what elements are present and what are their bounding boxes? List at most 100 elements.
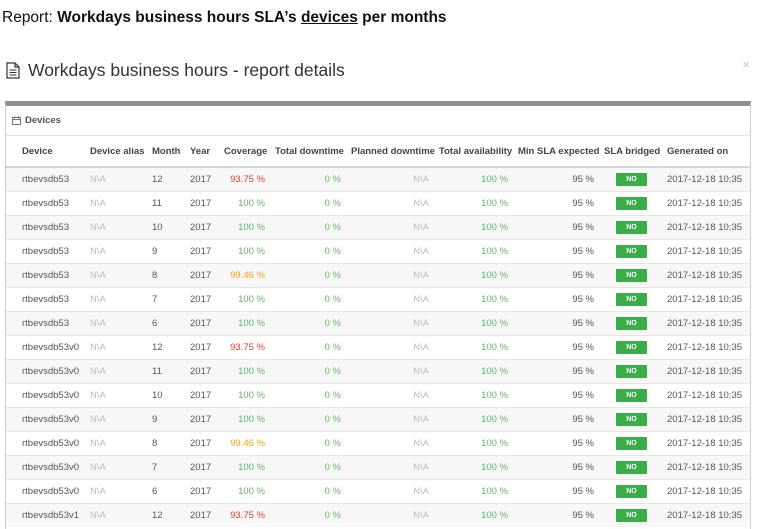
cell-device: rtbevsdb53v0 bbox=[6, 454, 90, 479]
cell-generated-on: 2017-12-18 10:35 bbox=[667, 502, 750, 527]
cell-total-availability: 100 % bbox=[439, 214, 518, 239]
cell-min-sla-expected: 95 % bbox=[518, 286, 604, 311]
cell-device-alias: N\A bbox=[90, 430, 152, 455]
cell-sla-bridged: NO bbox=[604, 406, 667, 431]
report-header-title-part1: Workdays business hours SLA’s bbox=[57, 9, 297, 26]
table-row[interactable]: rtbevsdb53 N\A 10 2017 100 % 0 % N\A 100 % 95 % N… bbox=[6, 214, 750, 239]
cell-min-sla-expected: 95 % bbox=[518, 262, 604, 287]
cell-sla-bridged: NO bbox=[604, 190, 667, 215]
table-header-row: Device Device alias Month Year Coverage … bbox=[6, 136, 750, 168]
cell-total-downtime: 0 % bbox=[275, 430, 351, 455]
cell-planned-downtime: N\A bbox=[351, 334, 439, 359]
table-row[interactable]: rtbevsdb53 N\A 11 2017 100 % 0 % N\A 100 % 95 % N… bbox=[6, 190, 750, 215]
cell-device-alias: N\A bbox=[90, 310, 152, 335]
cell-device: rtbevsdb53 bbox=[6, 286, 90, 311]
close-icon[interactable]: × bbox=[742, 57, 750, 72]
cell-generated-on: 2017-12-18 10:35 bbox=[667, 214, 750, 239]
col-total-availability[interactable]: Total availability bbox=[439, 136, 518, 168]
sla-bridged-badge: NO bbox=[616, 196, 647, 210]
cell-device-alias: N\A bbox=[90, 358, 152, 383]
cell-coverage: 100 % bbox=[224, 190, 275, 215]
cell-month: 12 bbox=[152, 502, 190, 527]
cell-total-availability: 100 % bbox=[439, 358, 518, 383]
cell-total-availability: 100 % bbox=[439, 382, 518, 407]
cell-year: 2017 bbox=[190, 454, 224, 479]
sla-bridged-badge: NO bbox=[616, 292, 647, 306]
col-sla-bridged[interactable]: SLA bridged bbox=[604, 136, 667, 168]
cell-sla-bridged: NO bbox=[604, 214, 667, 239]
col-coverage[interactable]: Coverage bbox=[224, 136, 275, 168]
cell-month: 8 bbox=[152, 262, 190, 287]
cell-month: 10 bbox=[152, 214, 190, 239]
cell-coverage: 93.75 % bbox=[224, 502, 275, 527]
cell-month: 9 bbox=[152, 406, 190, 431]
table-row[interactable]: rtbevsdb53v0 N\A 7 2017 100 % 0 % N\A 100 % 95 %… bbox=[6, 454, 750, 479]
col-total-downtime[interactable]: Total downtime bbox=[275, 136, 351, 168]
cell-total-availability: 100 % bbox=[439, 406, 518, 431]
cell-device-alias: N\A bbox=[90, 214, 152, 239]
cell-device: rtbevsdb53 bbox=[6, 262, 90, 287]
cell-sla-bridged: NO bbox=[604, 166, 667, 191]
cell-month: 8 bbox=[152, 430, 190, 455]
cell-generated-on: 2017-12-18 10:35 bbox=[667, 478, 750, 503]
cell-device: rtbevsdb53v0 bbox=[6, 334, 90, 359]
cell-sla-bridged: NO bbox=[604, 358, 667, 383]
cell-min-sla-expected: 95 % bbox=[518, 334, 604, 359]
document-icon bbox=[6, 62, 20, 79]
cell-sla-bridged: NO bbox=[604, 262, 667, 287]
table-row[interactable]: rtbevsdb53 N\A 12 2017 93.75 % 0 % N\A 100 % 95 … bbox=[6, 166, 750, 191]
table-row[interactable]: rtbevsdb53 N\A 9 2017 100 % 0 % N\A 100 % 95 % NO… bbox=[6, 238, 750, 263]
cell-device: rtbevsdb53v0 bbox=[6, 478, 90, 503]
sla-bridged-badge: NO bbox=[616, 340, 647, 354]
col-device[interactable]: Device bbox=[6, 136, 90, 168]
table-row[interactable]: rtbevsdb53v0 N\A 12 2017 93.75 % 0 % N\A 100 % 9… bbox=[6, 334, 750, 359]
cell-total-downtime: 0 % bbox=[275, 214, 351, 239]
report-header-title-part2: per months bbox=[362, 9, 447, 26]
cell-generated-on: 2017-12-18 10:35 bbox=[667, 286, 750, 311]
cell-year: 2017 bbox=[190, 190, 224, 215]
col-month[interactable]: Month bbox=[152, 136, 190, 168]
devices-link[interactable]: devices bbox=[300, 9, 358, 26]
cell-generated-on: 2017-12-18 10:35 bbox=[667, 166, 750, 191]
cell-total-availability: 100 % bbox=[439, 334, 518, 359]
table-row[interactable]: rtbevsdb53v0 N\A 8 2017 99.46 % 0 % N\A 100 % 95… bbox=[6, 430, 750, 455]
cell-device: rtbevsdb53v0 bbox=[6, 358, 90, 383]
cell-coverage: 100 % bbox=[224, 310, 275, 335]
table-row[interactable]: rtbevsdb53 N\A 8 2017 99.46 % 0 % N\A 100 % 95 %… bbox=[6, 262, 750, 287]
table-row[interactable]: rtbevsdb53 N\A 6 2017 100 % 0 % N\A 100 % 95 % NO… bbox=[6, 310, 750, 335]
cell-min-sla-expected: 95 % bbox=[518, 382, 604, 407]
cell-coverage: 93.75 % bbox=[224, 334, 275, 359]
cell-device-alias: N\A bbox=[90, 238, 152, 263]
table-row[interactable]: rtbevsdb53v0 N\A 6 2017 100 % 0 % N\A 100 % 95 %… bbox=[6, 478, 750, 503]
cell-sla-bridged: NO bbox=[604, 286, 667, 311]
cell-year: 2017 bbox=[190, 214, 224, 239]
cell-generated-on: 2017-12-18 10:35 bbox=[667, 310, 750, 335]
table-row[interactable]: rtbevsdb53v1 N\A 12 2017 93.75 % 0 % N\A 100 % 9… bbox=[6, 502, 750, 527]
cell-device-alias: N\A bbox=[90, 286, 152, 311]
cell-month: 7 bbox=[152, 286, 190, 311]
col-min-sla-expected[interactable]: Min SLA expected bbox=[518, 136, 604, 168]
col-generated-on[interactable]: Generated on bbox=[667, 136, 750, 168]
col-device-alias[interactable]: Device alias bbox=[90, 136, 152, 168]
cell-min-sla-expected: 95 % bbox=[518, 238, 604, 263]
col-year[interactable]: Year bbox=[190, 136, 224, 168]
cell-coverage: 100 % bbox=[224, 286, 275, 311]
cell-device-alias: N\A bbox=[90, 454, 152, 479]
table-row[interactable]: rtbevsdb53v0 N\A 10 2017 100 % 0 % N\A 100 % 95 … bbox=[6, 382, 750, 407]
col-planned-downtime[interactable]: Planned downtime bbox=[351, 136, 439, 168]
table-row[interactable]: rtbevsdb53 N\A 7 2017 100 % 0 % N\A 100 % 95 % NO… bbox=[6, 286, 750, 311]
cell-year: 2017 bbox=[190, 478, 224, 503]
sla-bridged-badge: NO bbox=[616, 244, 647, 258]
cell-coverage: 99.46 % bbox=[224, 430, 275, 455]
cell-device-alias: N\A bbox=[90, 502, 152, 527]
cell-planned-downtime: N\A bbox=[351, 478, 439, 503]
table-row[interactable]: rtbevsdb53v0 N\A 11 2017 100 % 0 % N\A 100 % 95 … bbox=[6, 358, 750, 383]
cell-year: 2017 bbox=[190, 502, 224, 527]
cell-device: rtbevsdb53v0 bbox=[6, 382, 90, 407]
table-row[interactable]: rtbevsdb53v0 N\A 9 2017 100 % 0 % N\A 100 % 95 %… bbox=[6, 406, 750, 431]
cell-planned-downtime: N\A bbox=[351, 382, 439, 407]
cell-coverage: 99.46 % bbox=[224, 262, 275, 287]
cell-sla-bridged: NO bbox=[604, 502, 667, 527]
cell-min-sla-expected: 95 % bbox=[518, 502, 604, 527]
cell-total-downtime: 0 % bbox=[275, 406, 351, 431]
